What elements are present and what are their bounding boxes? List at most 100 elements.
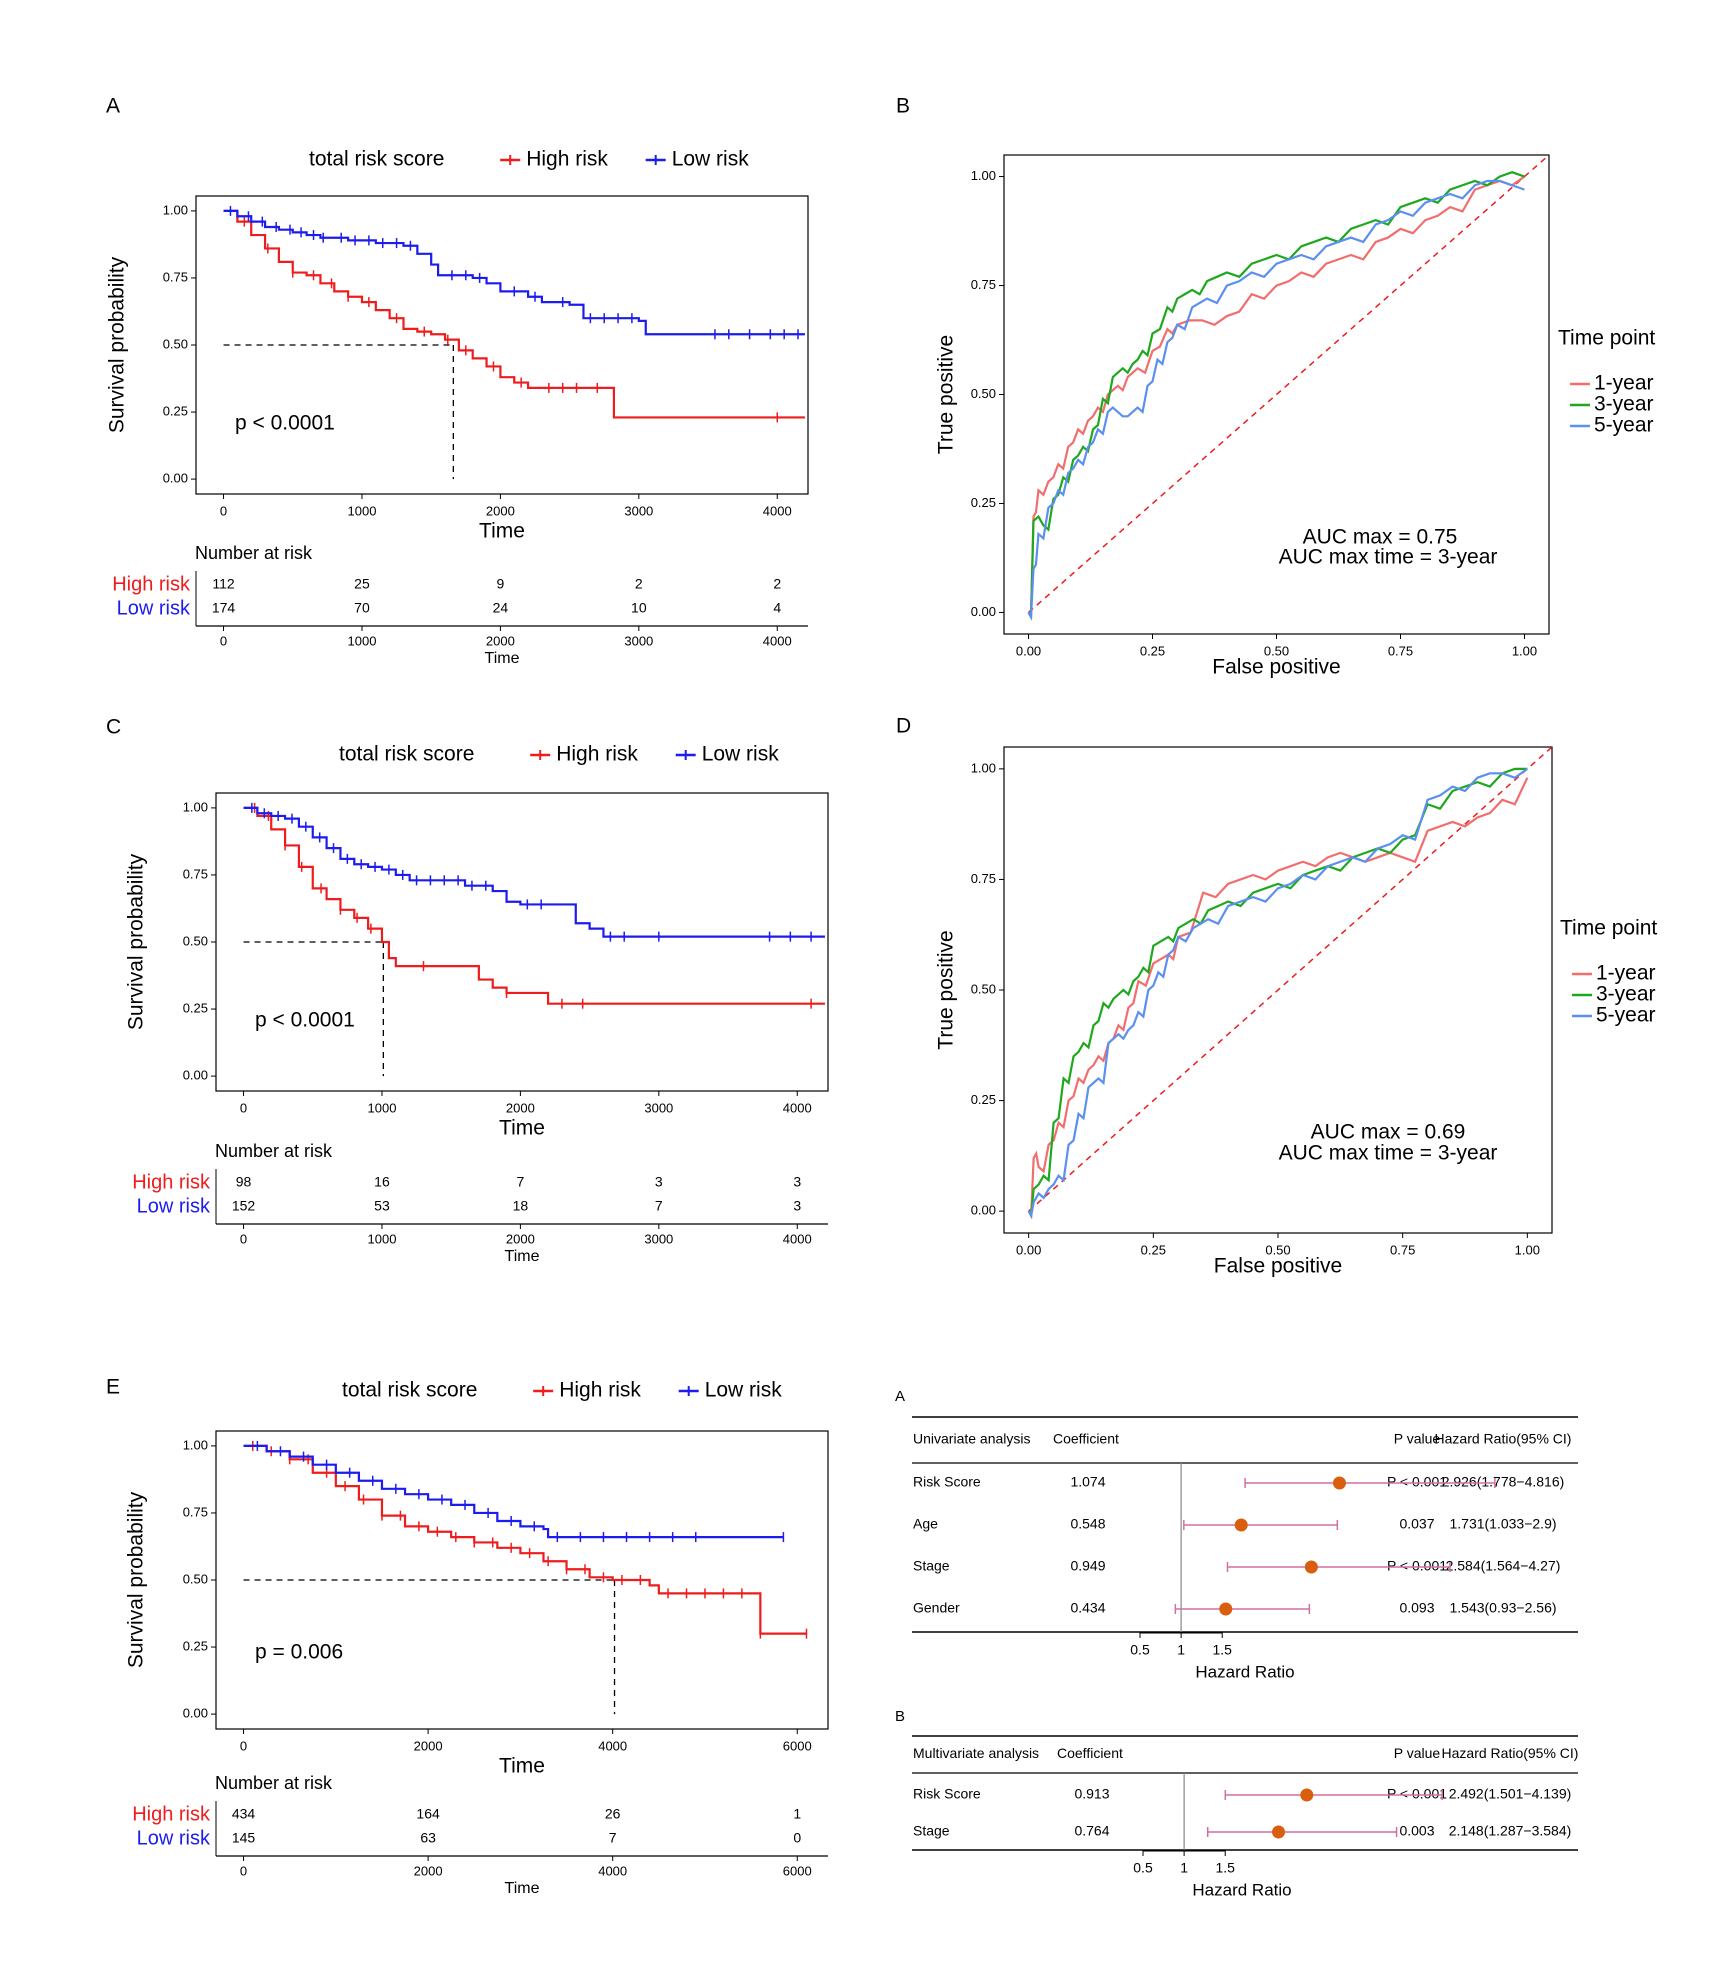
- x-tick-label: 3000: [624, 503, 653, 518]
- legend-label: 5-year: [1594, 414, 1654, 437]
- panel-label: B: [895, 1708, 905, 1725]
- plot-frame: [195, 195, 809, 495]
- x-axis-label: Time: [479, 520, 525, 543]
- risk-table-title: Number at risk: [215, 1141, 333, 1161]
- x-tick-label: 0: [240, 1738, 247, 1753]
- x-axis-label: Time: [499, 1117, 545, 1140]
- x-tick-label: 6000: [783, 1738, 812, 1753]
- x-tick-label: 4000: [783, 1100, 812, 1115]
- x-tick-label: 1000: [348, 503, 377, 518]
- legend-item-high-risk: High risk: [533, 1379, 641, 1402]
- y-tick-label: 0.75: [163, 269, 188, 284]
- legend-item-low-risk: Low risk: [675, 743, 780, 766]
- risk-count: 10: [631, 600, 647, 616]
- y-tick-label: 1.00: [183, 799, 208, 814]
- legend-item-low-risk: Low risk: [678, 1379, 782, 1402]
- legend-item-5-year: 5-year: [1572, 1004, 1656, 1027]
- row-coefficient: 0.434: [1070, 1600, 1105, 1616]
- x-tick-label: 0.50: [1265, 1242, 1290, 1257]
- risk-x-tick-label: 2000: [414, 1863, 443, 1878]
- risk-count: 3: [793, 1198, 801, 1214]
- legend-title: total risk score: [342, 1379, 477, 1402]
- y-tick-label: 1.00: [183, 1437, 208, 1452]
- forest-row: Gender 0.434 0.093 1.543(0.93−2.56): [913, 1600, 1557, 1616]
- panel-label: A: [895, 1388, 905, 1405]
- table-header-cell: Coefficient: [1053, 1431, 1119, 1447]
- series-line-high-risk: [223, 209, 805, 419]
- forest-x-tick-label: 1: [1177, 1642, 1185, 1658]
- risk-count: 26: [605, 1806, 621, 1822]
- row-label: Risk Score: [913, 1786, 981, 1802]
- y-tick-label: 1.00: [971, 760, 996, 775]
- row-coefficient: 0.548: [1070, 1516, 1105, 1532]
- row-hazard-ratio: 1.543(0.93−2.56): [1449, 1600, 1556, 1616]
- row-p-value: 0.037: [1399, 1516, 1434, 1532]
- legend-item-1-year: 1-year: [1572, 962, 1656, 985]
- row-label: Age: [913, 1516, 938, 1532]
- table-header-cell: Hazard Ratio(95% CI): [1435, 1431, 1572, 1447]
- forest-x-tick-label: 0.5: [1133, 1860, 1153, 1876]
- legend-label: High risk: [526, 148, 608, 171]
- legend-label: Low risk: [672, 148, 750, 171]
- table-header-cell: Coefficient: [1057, 1745, 1123, 1761]
- y-axis-label: Survival probability: [106, 256, 129, 433]
- risk-count: 164: [416, 1806, 440, 1822]
- risk-x-tick-label: 0: [220, 633, 227, 648]
- risk-row-label: Low risk: [137, 1195, 211, 1217]
- legend-item-3-year: 3-year: [1572, 983, 1656, 1006]
- legend-label: High risk: [556, 743, 638, 766]
- legend-item-high-risk: High risk: [500, 148, 608, 171]
- x-tick-label: 0.25: [1141, 1242, 1166, 1257]
- legend-item-3-year: 3-year: [1570, 393, 1654, 416]
- risk-count: 53: [374, 1198, 390, 1214]
- legend-label: Low risk: [702, 743, 780, 766]
- legend-item-high-risk: High risk: [530, 743, 638, 766]
- legend-label: 3-year: [1594, 393, 1654, 416]
- row-coefficient: 0.913: [1074, 1786, 1109, 1802]
- auc-max-annotation: AUC max = 0.69: [1311, 1121, 1466, 1144]
- risk-count: 18: [513, 1198, 529, 1214]
- risk-table-xlabel: Time: [505, 1248, 540, 1265]
- roc-curve-1-year: [1027, 777, 1529, 1220]
- y-tick-label: 0.50: [971, 386, 996, 401]
- y-tick-label: 0.75: [183, 866, 208, 881]
- risk-table-title: Number at risk: [195, 543, 313, 563]
- series-line-low-risk: [243, 806, 825, 938]
- risk-count: 174: [212, 600, 236, 616]
- y-tick-label: 0.25: [163, 403, 188, 418]
- risk-count: 112: [212, 576, 235, 592]
- legend-item-1-year: 1-year: [1570, 372, 1654, 395]
- panel-label: A: [106, 95, 120, 118]
- risk-x-tick-label: 3000: [624, 633, 653, 648]
- forest-row: Age 0.548 0.037 1.731(1.033−2.9): [913, 1516, 1557, 1532]
- risk-table-xlabel: Time: [505, 1880, 540, 1897]
- forest-x-label: Hazard Ratio: [1192, 1880, 1291, 1899]
- panel-label: B: [896, 95, 910, 118]
- row-hazard-ratio: 2.584(1.564−4.27): [1446, 1558, 1561, 1574]
- risk-count: 434: [232, 1806, 256, 1822]
- risk-x-tick-label: 2000: [506, 1231, 535, 1246]
- series-line-low-risk: [243, 1444, 784, 1539]
- x-tick-label: 4000: [598, 1738, 627, 1753]
- row-p-value: P < 0.001: [1387, 1474, 1447, 1490]
- risk-x-tick-label: 4000: [783, 1231, 812, 1246]
- x-tick-label: 2000: [506, 1100, 535, 1115]
- x-tick-label: 3000: [644, 1100, 673, 1115]
- y-tick-label: 0.75: [971, 277, 996, 292]
- risk-x-tick-label: 4000: [598, 1863, 627, 1878]
- y-tick-label: 0.00: [163, 471, 188, 486]
- hr-point: [1300, 1788, 1314, 1802]
- risk-row-label: High risk: [112, 573, 191, 595]
- forest-panel-B: B Multivariate analysis Coefficient P value…: [895, 1708, 1578, 1900]
- y-tick-label: 0.50: [971, 981, 996, 996]
- legend-title: total risk score: [339, 743, 474, 766]
- row-p-value: P < 0.001: [1387, 1558, 1447, 1574]
- x-tick-label: 0.50: [1264, 643, 1289, 658]
- forest-row: Risk Score 1.074 P < 0.0012.926(1.778−4.81…: [913, 1474, 1564, 1490]
- risk-row-label: High risk: [132, 1803, 211, 1825]
- row-hazard-ratio: 2.492(1.501−4.139): [1449, 1786, 1572, 1802]
- table-header-cell: Hazard Ratio(95% CI): [1442, 1745, 1579, 1761]
